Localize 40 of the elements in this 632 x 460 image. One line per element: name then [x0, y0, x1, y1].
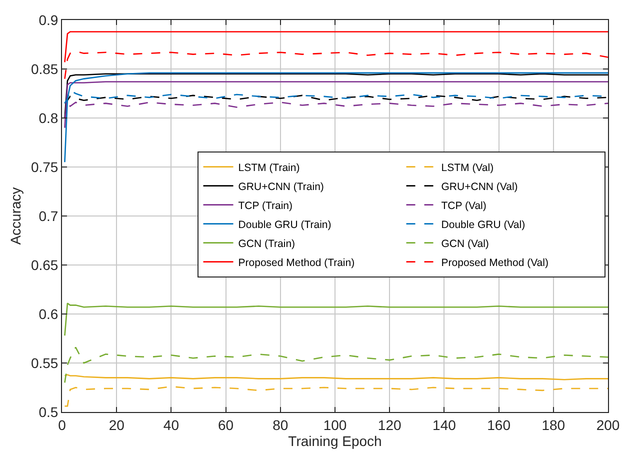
x-tick-label: 100	[323, 416, 347, 433]
line-series	[64, 386, 608, 407]
line-series	[64, 72, 608, 163]
x-tick-label: 40	[163, 416, 180, 433]
legend-label: Proposed Method (Val)	[441, 256, 548, 269]
y-axis-title: Accuracy	[8, 187, 24, 245]
x-tick-label: 200	[596, 416, 620, 433]
x-tick-label: 80	[272, 416, 288, 433]
x-tick-label: 160	[487, 416, 511, 433]
y-tick-label: 0.75	[30, 158, 58, 175]
legend-label: Double GRU (Train)	[238, 218, 332, 231]
x-tick-label: 20	[108, 416, 125, 433]
legend-label: GCN (Val)	[441, 238, 489, 250]
line-series	[64, 346, 608, 384]
x-tick-label: 180	[542, 416, 566, 433]
legend-label: LSTM (Train)	[238, 162, 300, 174]
y-tick-label: 0.55	[30, 354, 58, 371]
x-tick-label: 120	[378, 416, 402, 433]
y-tick-label: 0.9	[38, 12, 58, 28]
x-tick-label: 140	[432, 416, 456, 433]
y-tick-label: 0.5	[38, 404, 58, 420]
y-tick-label: 0.7	[38, 208, 58, 224]
legend-label: GCN (Train)	[238, 238, 296, 250]
x-axis-title: Training Epoch	[288, 433, 382, 450]
line-series	[64, 302, 608, 336]
legend-label: Proposed Method (Train)	[238, 256, 355, 269]
y-tick-label: 0.8	[38, 110, 58, 126]
y-tick-label: 0.6	[38, 306, 58, 322]
x-tick-label: 60	[218, 416, 234, 433]
legend-label: TCP (Val)	[441, 200, 486, 212]
line-series	[64, 81, 608, 128]
legend-label: GRU+CNN (Train)	[238, 180, 324, 193]
legend-label: TCP (Train)	[238, 200, 293, 212]
y-tick-label: 0.85	[30, 60, 58, 77]
line-series	[64, 73, 608, 119]
legend-label: GRU+CNN (Val)	[441, 180, 518, 193]
x-tick-label: 0	[58, 416, 66, 433]
y-tick-label: 0.65	[30, 256, 58, 273]
legend-label: LSTM (Val)	[441, 162, 494, 174]
legend-label: Double GRU (Val)	[441, 218, 526, 231]
